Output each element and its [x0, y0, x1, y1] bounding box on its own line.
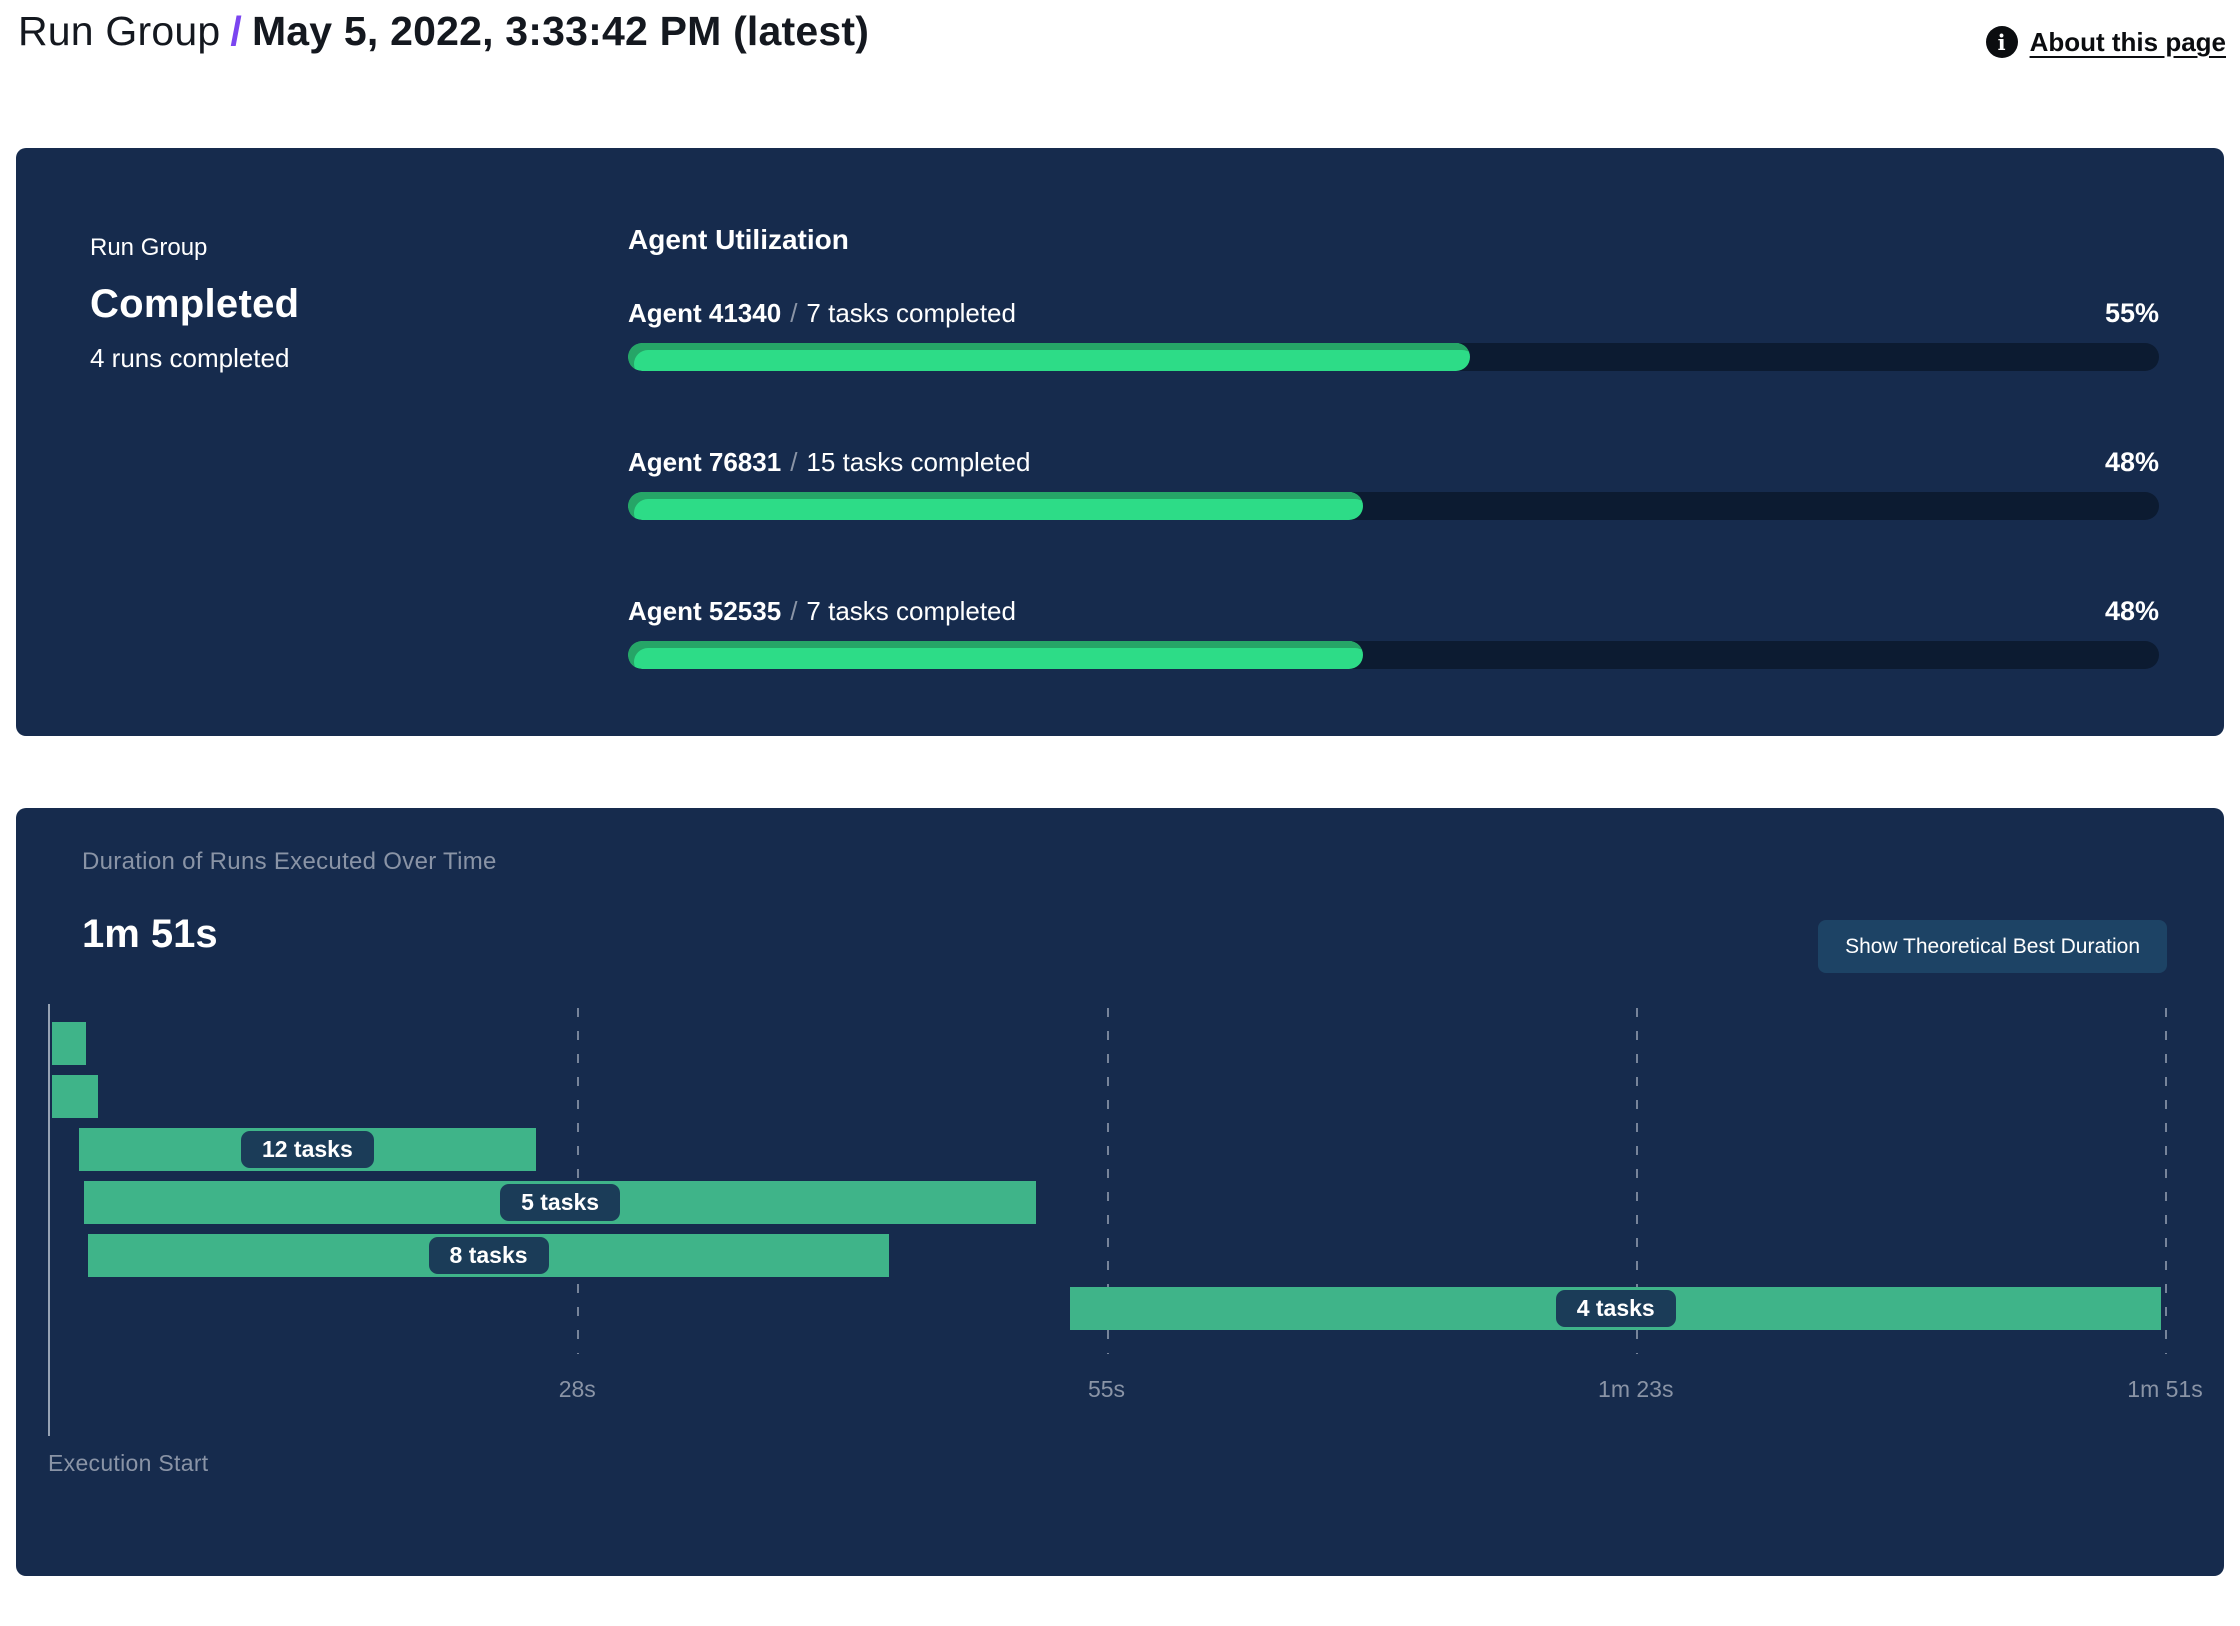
utilization-progress-fill [628, 641, 1363, 669]
gantt-row: 5 tasks [48, 1181, 2165, 1224]
agent-label-separator: / [790, 447, 798, 477]
status-badge: Completed [90, 282, 300, 326]
agent-utilization-percent: 48% [2104, 596, 2159, 626]
gantt-gridline [1106, 1008, 1109, 1354]
gantt-gridline [1635, 1008, 1638, 1354]
agent-utilization-section: Agent Utilization Agent 41340 / 7 tasks … [628, 224, 2159, 745]
task-count-pill: 8 tasks [428, 1237, 549, 1274]
agent-utilization-percent: 55% [2104, 298, 2159, 328]
run-duration-bar[interactable]: 5 tasks [84, 1181, 1036, 1224]
agent-tasks-completed: 7 tasks completed [806, 596, 1016, 626]
about-this-page-label: About this page [2029, 26, 2226, 57]
agent-utilization-percent: 48% [2104, 447, 2159, 477]
duration-chart-panel: Duration of Runs Executed Over Time 1m 5… [16, 808, 2224, 1576]
agent-tasks-completed: 7 tasks completed [806, 298, 1016, 328]
run-duration-bar[interactable]: 8 tasks [88, 1234, 890, 1277]
agent-tasks-completed: 15 tasks completed [806, 447, 1031, 477]
status-label: Run Group [90, 234, 208, 261]
page-title-main: May 5, 2022, 3:33:42 PM (latest) [251, 8, 870, 54]
run-duration-bar[interactable]: 4 tasks [1070, 1287, 2162, 1330]
info-icon: i [1985, 26, 2018, 58]
page-title: Run Group / May 5, 2022, 3:33:42 PM (lates… [18, 8, 869, 55]
task-count-pill: 5 tasks [500, 1184, 621, 1221]
axis-tick-label: 1m 51s [2127, 1376, 2203, 1402]
run-duration-bar[interactable] [51, 1075, 98, 1118]
show-theoretical-best-duration-button[interactable]: Show Theoretical Best Duration [1818, 920, 2167, 973]
gantt-row [48, 1022, 2165, 1065]
about-this-page-link[interactable]: i About this page [1985, 26, 2226, 58]
total-duration-value: 1m 51s [82, 912, 218, 956]
agent-row: Agent 41340 / 7 tasks completed 55% [628, 298, 2159, 371]
gantt-gridline [2165, 1008, 2167, 1354]
gantt-row: 8 tasks [48, 1234, 2165, 1277]
axis-tick-label: 1m 23s [1598, 1376, 1674, 1402]
runs-completed-count: 4 runs completed [90, 343, 290, 373]
execution-start-axis-line [48, 1004, 50, 1436]
status-column: Run Group Completed 4 runs completed [90, 234, 299, 374]
agent-row: Agent 76831 / 15 tasks completed 48% [628, 447, 2159, 520]
utilization-progress-fill [628, 492, 1363, 520]
axis-tick-label: 28s [558, 1376, 596, 1402]
run-duration-bar[interactable]: 12 tasks [78, 1128, 537, 1171]
agent-name: Agent 76831 [628, 447, 782, 477]
agent-label-separator: / [790, 298, 798, 328]
title-separator: / [230, 8, 242, 54]
utilization-progress-fill [628, 343, 1471, 371]
agent-label-separator: / [790, 596, 798, 626]
agent-row: Agent 52535 / 7 tasks completed 48% [628, 596, 2159, 669]
utilization-progress-track [628, 343, 2159, 371]
agent-name: Agent 52535 [628, 596, 782, 626]
gantt-row: 12 tasks [48, 1128, 2165, 1171]
execution-start-label: Execution Start [48, 1450, 209, 1476]
agent-utilization-rows: Agent 41340 / 7 tasks completed 55% Agen… [628, 298, 2159, 669]
agent-name: Agent 41340 [628, 298, 782, 328]
gantt-row [48, 1075, 2165, 1118]
axis-tick-label: 55s [1087, 1376, 1126, 1402]
run-group-status-panel: Run Group Completed 4 runs completed Age… [16, 148, 2224, 736]
task-count-pill: 12 tasks [240, 1131, 374, 1168]
gantt-row: 4 tasks [48, 1287, 2165, 1330]
task-count-pill: 4 tasks [1555, 1290, 1676, 1327]
gantt-rows: 12 tasks 5 tasks 8 tasks 4 tasks [48, 1022, 2165, 1340]
utilization-progress-track [628, 641, 2159, 669]
chart-title: Duration of Runs Executed Over Time [82, 848, 497, 875]
utilization-progress-track [628, 492, 2159, 520]
run-duration-bar[interactable] [51, 1022, 87, 1065]
page-title-prefix: Run Group [18, 8, 221, 54]
agent-utilization-title: Agent Utilization [628, 224, 849, 255]
gantt-chart: 12 tasks 5 tasks 8 tasks 4 tasks Execution … [48, 1004, 2203, 1494]
